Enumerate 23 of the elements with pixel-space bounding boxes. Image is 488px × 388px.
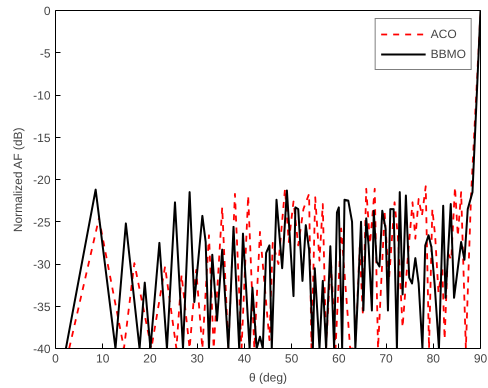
x-tick-label: 80 [426, 352, 440, 366]
y-tick-label: -30 [33, 258, 51, 272]
y-axis-title: Normalized AF (dB) [11, 127, 26, 232]
x-axis-title: θ (deg) [248, 370, 288, 384]
y-tick-label: -15 [33, 130, 51, 145]
x-tick-label: 0 [52, 352, 60, 366]
legend-label: BBMO [430, 47, 466, 61]
x-tick-label: 70 [379, 352, 394, 366]
y-tick-label: -25 [33, 215, 51, 230]
legend-label: ACO [430, 27, 457, 41]
y-tick-label: -40 [33, 342, 51, 356]
x-tick-label: 50 [284, 352, 299, 366]
x-tick-label: 30 [190, 352, 204, 366]
x-tick-label: 60 [332, 352, 346, 366]
y-tick-label: -10 [33, 88, 51, 102]
y-tick-label: -5 [40, 46, 51, 60]
x-tick-label: 20 [143, 352, 157, 366]
x-tick-label: 40 [238, 352, 252, 366]
y-tick-label: 0 [44, 4, 51, 18]
x-tick-label: 90 [474, 352, 488, 366]
y-tick-label: -35 [33, 300, 51, 314]
x-tick-label: 10 [96, 352, 110, 366]
y-tick-label: -20 [33, 173, 51, 187]
